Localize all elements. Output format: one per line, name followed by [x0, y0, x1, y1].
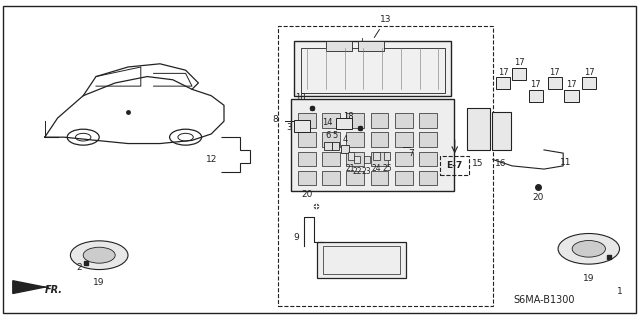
Text: S6MA-B1300: S6MA-B1300 — [513, 295, 575, 305]
Text: 25: 25 — [382, 164, 392, 173]
Text: 12: 12 — [205, 155, 217, 164]
Bar — [346, 132, 364, 147]
Text: 7: 7 — [408, 149, 414, 158]
Text: 21: 21 — [346, 164, 355, 173]
Bar — [419, 152, 437, 166]
Bar — [384, 152, 390, 160]
Bar — [301, 48, 445, 93]
Text: 6: 6 — [325, 131, 330, 140]
Text: 9: 9 — [294, 233, 300, 242]
Bar — [419, 171, 437, 185]
Text: 4: 4 — [342, 135, 348, 144]
Bar — [322, 171, 340, 185]
Bar — [358, 41, 384, 51]
Bar — [467, 108, 490, 150]
Text: E-7: E-7 — [447, 161, 463, 170]
Bar — [395, 113, 413, 128]
Text: 17: 17 — [550, 68, 560, 77]
Bar — [364, 156, 370, 163]
Bar — [322, 152, 340, 166]
Bar — [419, 132, 437, 147]
Text: 11: 11 — [560, 158, 572, 167]
Text: 24: 24 — [371, 164, 381, 173]
Bar — [278, 26, 493, 306]
Bar — [371, 113, 388, 128]
Text: 8: 8 — [273, 115, 278, 124]
Text: 3: 3 — [286, 123, 291, 132]
Bar — [326, 41, 352, 51]
Text: 5: 5 — [333, 131, 338, 140]
Bar — [492, 112, 511, 150]
Circle shape — [70, 241, 128, 270]
Text: 18: 18 — [344, 112, 354, 121]
Bar — [529, 90, 543, 102]
Bar — [332, 142, 339, 150]
Circle shape — [572, 241, 605, 257]
Text: 16: 16 — [495, 160, 507, 168]
Bar — [341, 145, 349, 153]
Bar — [373, 152, 380, 160]
Text: 17: 17 — [498, 68, 508, 77]
Bar — [298, 113, 316, 128]
Bar — [317, 242, 406, 278]
Text: FR.: FR. — [45, 285, 63, 295]
Text: 14: 14 — [323, 118, 333, 127]
Bar — [336, 118, 352, 129]
Bar — [346, 171, 364, 185]
Bar — [346, 113, 364, 128]
Bar — [346, 152, 364, 166]
Text: 1: 1 — [617, 287, 622, 296]
Text: 19: 19 — [583, 274, 595, 283]
Text: 15: 15 — [472, 160, 484, 168]
Text: 22: 22 — [353, 167, 362, 176]
Circle shape — [83, 247, 115, 263]
Text: 2: 2 — [76, 263, 82, 272]
Bar — [298, 132, 316, 147]
Bar — [371, 171, 388, 185]
Text: 20: 20 — [301, 190, 313, 199]
Bar — [298, 171, 316, 185]
Bar — [419, 113, 437, 128]
Bar — [371, 152, 388, 166]
Bar — [548, 77, 562, 89]
Bar — [348, 152, 354, 160]
Bar — [440, 156, 469, 175]
Bar — [291, 99, 454, 191]
Bar — [294, 120, 310, 132]
Bar — [354, 156, 360, 163]
Bar — [395, 171, 413, 185]
Bar — [496, 77, 510, 89]
Bar — [294, 41, 451, 96]
Bar — [395, 132, 413, 147]
Bar — [322, 113, 340, 128]
Bar — [298, 152, 316, 166]
Bar — [322, 132, 340, 147]
Bar — [395, 152, 413, 166]
Bar — [323, 246, 400, 274]
Text: 17: 17 — [566, 80, 577, 89]
Text: 17: 17 — [584, 68, 595, 77]
Bar — [324, 142, 332, 150]
Text: 23: 23 — [362, 167, 372, 176]
Polygon shape — [13, 281, 45, 293]
Text: 18: 18 — [296, 93, 306, 102]
Bar — [512, 68, 526, 80]
Bar — [371, 132, 388, 147]
Circle shape — [558, 234, 620, 264]
Text: 17: 17 — [531, 80, 541, 89]
Text: 13: 13 — [374, 15, 391, 38]
Bar — [564, 90, 579, 102]
Text: 19: 19 — [93, 278, 105, 286]
Text: 20: 20 — [532, 193, 543, 202]
Bar — [582, 77, 596, 89]
Text: 17: 17 — [514, 58, 524, 67]
